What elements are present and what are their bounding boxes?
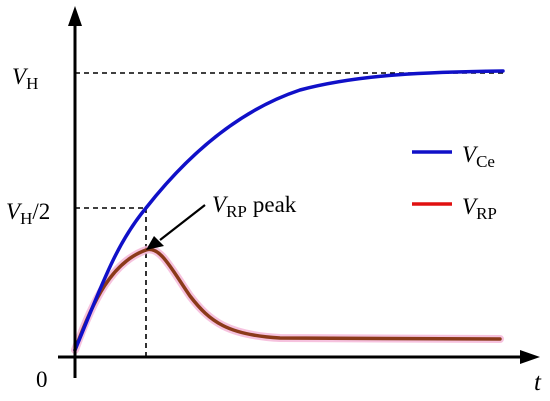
- vrp-curve: [73, 247, 502, 352]
- peak-pointer-arrowhead: [146, 236, 164, 250]
- x-axis-arrowhead: [520, 350, 540, 364]
- origin-label: 0: [36, 367, 48, 392]
- vce-curve: [73, 69, 505, 352]
- legend-vrp-label: VRP: [462, 194, 497, 223]
- vrp-curve-glow: [71, 245, 504, 354]
- peak-pointer-line: [159, 204, 206, 241]
- t-axis-label: t: [534, 369, 542, 396]
- legend-vce-label: VCe: [462, 142, 495, 171]
- vh-half-label: VH/2: [6, 199, 50, 228]
- y-axis-arrowhead: [68, 6, 82, 26]
- legend: VCe VRP: [412, 142, 497, 223]
- vrp-peak-label: VRP peak: [212, 192, 297, 221]
- vh-label: VH: [12, 64, 38, 93]
